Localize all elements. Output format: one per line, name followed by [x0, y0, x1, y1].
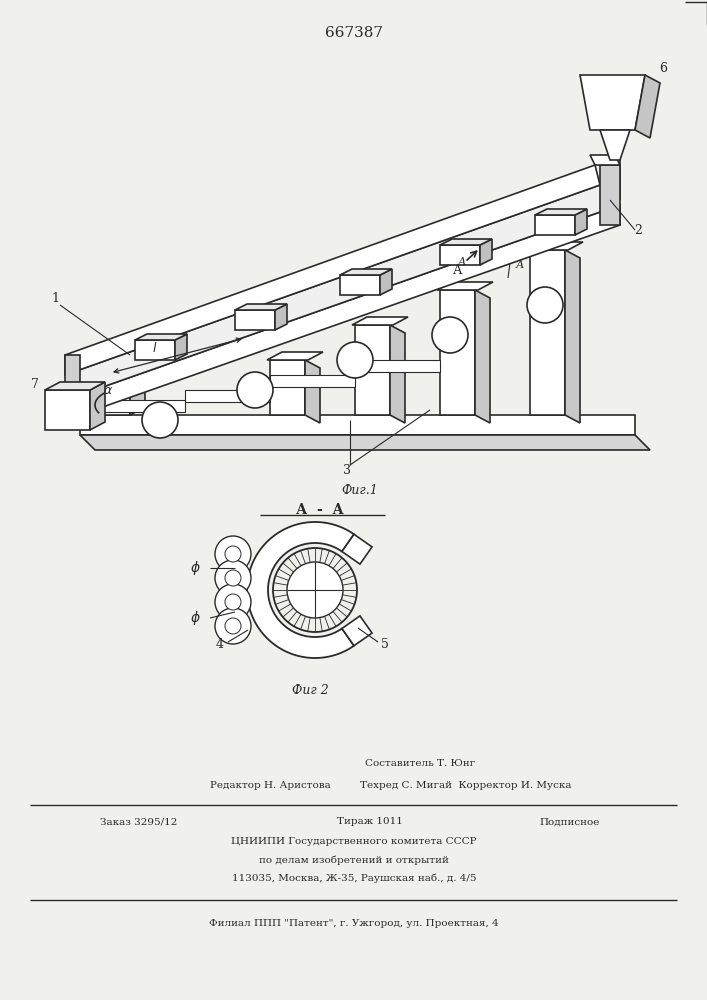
- Polygon shape: [247, 522, 354, 658]
- Text: $\phi$: $\phi$: [189, 609, 200, 627]
- Polygon shape: [80, 400, 185, 412]
- Polygon shape: [135, 340, 175, 360]
- Circle shape: [527, 287, 563, 323]
- Text: Подписное: Подписное: [540, 818, 600, 826]
- Polygon shape: [440, 239, 492, 245]
- Polygon shape: [267, 352, 323, 360]
- Text: Фиг 2: Фиг 2: [291, 684, 328, 696]
- Polygon shape: [480, 239, 492, 265]
- Circle shape: [215, 536, 251, 572]
- Circle shape: [142, 402, 178, 438]
- Polygon shape: [80, 205, 620, 415]
- Circle shape: [432, 317, 468, 353]
- Text: А  -  А: А - А: [296, 503, 344, 517]
- Text: 3: 3: [343, 464, 351, 477]
- Polygon shape: [235, 310, 275, 330]
- Text: Заказ 3295/12: Заказ 3295/12: [100, 818, 177, 826]
- Polygon shape: [600, 130, 630, 160]
- Polygon shape: [355, 360, 440, 372]
- Polygon shape: [355, 325, 390, 415]
- Polygon shape: [175, 334, 187, 360]
- Polygon shape: [530, 250, 565, 415]
- Polygon shape: [65, 355, 80, 415]
- Polygon shape: [475, 290, 490, 423]
- Text: Редактор Н. Аристова: Редактор Н. Аристова: [210, 780, 331, 790]
- Text: ЦНИИПИ Государственного комитета СССР: ЦНИИПИ Государственного комитета СССР: [231, 838, 477, 846]
- Text: 2: 2: [634, 224, 642, 236]
- Circle shape: [225, 594, 241, 610]
- Polygon shape: [80, 372, 145, 380]
- Polygon shape: [45, 382, 105, 390]
- Polygon shape: [342, 534, 372, 564]
- Polygon shape: [635, 75, 660, 138]
- Polygon shape: [270, 375, 355, 387]
- Text: 1: 1: [51, 292, 59, 304]
- Text: 6: 6: [659, 62, 667, 75]
- Text: Техред С. Мигай  Корректор И. Муска: Техред С. Мигай Корректор И. Муска: [360, 780, 571, 790]
- Polygon shape: [130, 372, 145, 415]
- Text: Тираж 1011: Тираж 1011: [337, 818, 403, 826]
- Polygon shape: [45, 390, 90, 430]
- Polygon shape: [590, 155, 620, 165]
- Polygon shape: [80, 415, 635, 435]
- Polygon shape: [580, 75, 645, 130]
- Polygon shape: [527, 242, 583, 250]
- Text: 4: 4: [216, 639, 224, 652]
- Polygon shape: [270, 360, 305, 415]
- Text: по делам изобретений и открытий: по делам изобретений и открытий: [259, 855, 449, 865]
- Text: 7: 7: [31, 378, 39, 391]
- Polygon shape: [65, 185, 620, 395]
- Polygon shape: [65, 165, 600, 375]
- Polygon shape: [437, 282, 493, 290]
- Text: Фиг.1: Фиг.1: [341, 484, 378, 496]
- Text: А: А: [453, 263, 463, 276]
- Circle shape: [215, 608, 251, 644]
- Polygon shape: [135, 334, 187, 340]
- Polygon shape: [440, 245, 480, 265]
- Circle shape: [287, 562, 343, 618]
- Circle shape: [215, 560, 251, 596]
- Text: Филиал ППП "Патент", г. Ужгород, ул. Проектная, 4: Филиал ППП "Патент", г. Ужгород, ул. Про…: [209, 918, 499, 928]
- Polygon shape: [80, 380, 130, 415]
- Circle shape: [215, 584, 251, 620]
- Polygon shape: [535, 215, 575, 235]
- Circle shape: [225, 618, 241, 634]
- Polygon shape: [342, 616, 372, 646]
- Polygon shape: [440, 290, 475, 415]
- Polygon shape: [340, 275, 380, 295]
- Polygon shape: [535, 209, 587, 215]
- Polygon shape: [575, 209, 587, 235]
- Circle shape: [225, 570, 241, 586]
- Circle shape: [225, 546, 241, 562]
- Polygon shape: [80, 435, 650, 450]
- Polygon shape: [380, 269, 392, 295]
- Text: А: А: [516, 260, 524, 270]
- Text: 667387: 667387: [325, 26, 383, 40]
- Text: $\phi$: $\phi$: [189, 559, 200, 577]
- Polygon shape: [305, 360, 320, 423]
- Polygon shape: [600, 165, 620, 225]
- Text: $\alpha$: $\alpha$: [103, 383, 113, 396]
- Polygon shape: [352, 317, 408, 325]
- Text: А: А: [458, 257, 466, 267]
- Text: $l$: $l$: [152, 341, 158, 355]
- Polygon shape: [390, 325, 405, 423]
- Polygon shape: [565, 250, 580, 423]
- Polygon shape: [340, 269, 392, 275]
- Polygon shape: [275, 304, 287, 330]
- Circle shape: [337, 342, 373, 378]
- Polygon shape: [185, 390, 270, 402]
- Circle shape: [237, 372, 273, 408]
- Text: 113035, Москва, Ж-35, Раушская наб., д. 4/5: 113035, Москва, Ж-35, Раушская наб., д. …: [232, 873, 477, 883]
- Polygon shape: [90, 382, 105, 430]
- Text: 5: 5: [381, 639, 389, 652]
- Text: Составитель Т. Юнг: Составитель Т. Юнг: [365, 758, 475, 768]
- Polygon shape: [235, 304, 287, 310]
